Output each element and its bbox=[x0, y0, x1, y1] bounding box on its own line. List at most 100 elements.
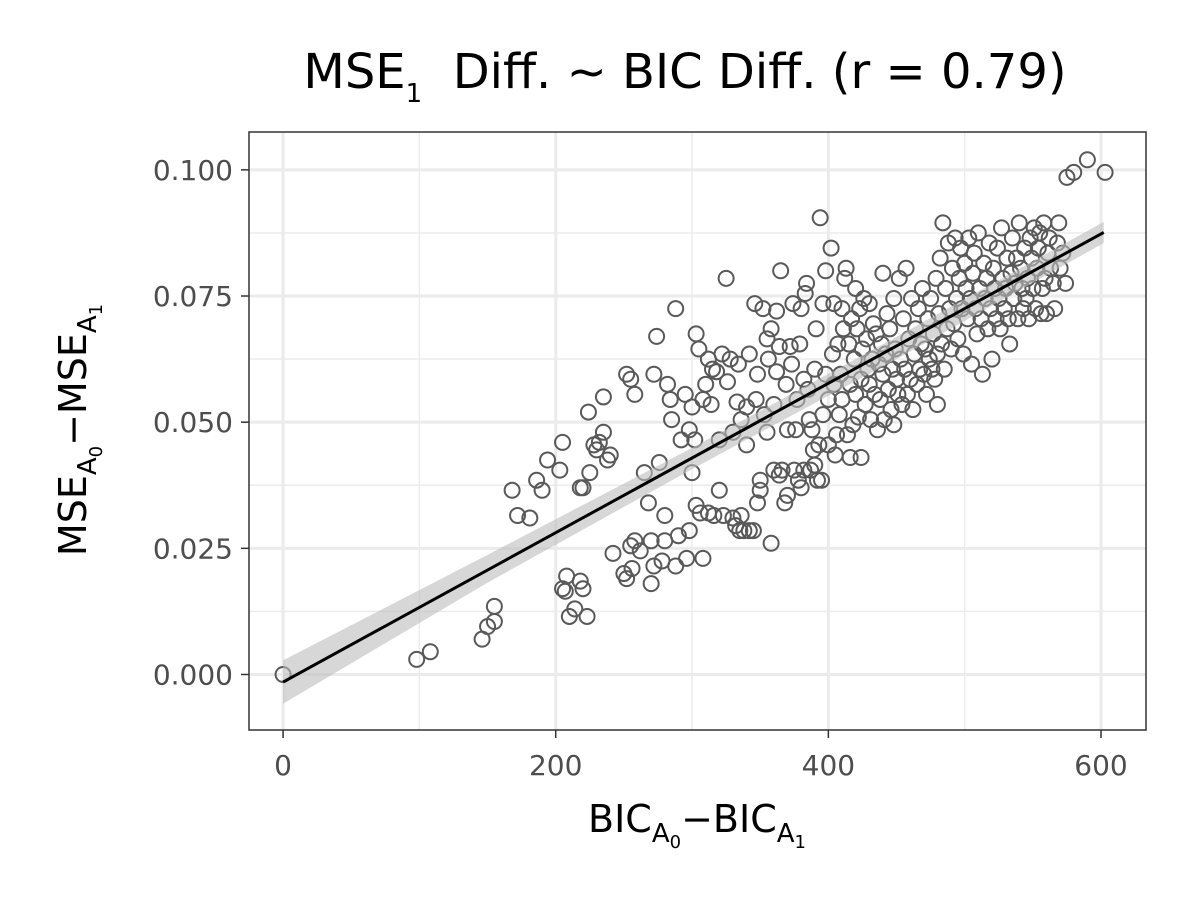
data-point bbox=[789, 471, 807, 489]
data-point bbox=[661, 390, 679, 408]
data-point bbox=[656, 507, 674, 525]
confidence-band bbox=[283, 221, 1104, 704]
data-point bbox=[1031, 224, 1049, 242]
data-point bbox=[642, 532, 660, 550]
data-point bbox=[992, 219, 1010, 237]
data-point bbox=[934, 214, 952, 232]
data-point bbox=[777, 375, 795, 393]
data-point bbox=[915, 365, 933, 383]
data-point bbox=[747, 390, 765, 408]
data-point bbox=[626, 532, 644, 550]
data-point bbox=[631, 542, 649, 560]
data-point bbox=[1014, 300, 1032, 318]
data-point bbox=[946, 229, 964, 247]
data-point bbox=[904, 401, 922, 419]
data-point bbox=[694, 549, 712, 567]
data-point bbox=[746, 295, 764, 313]
data-point bbox=[837, 259, 855, 277]
data-point bbox=[717, 269, 735, 287]
data-point bbox=[485, 597, 503, 615]
data-point bbox=[893, 396, 911, 414]
data-point bbox=[911, 360, 929, 378]
data-point bbox=[885, 416, 903, 434]
data-point bbox=[860, 295, 878, 313]
data-point bbox=[778, 486, 796, 504]
data-point bbox=[926, 370, 944, 388]
data-point bbox=[765, 461, 783, 479]
data-point bbox=[909, 300, 927, 318]
x-tick-label: 0 bbox=[274, 749, 292, 782]
data-point bbox=[1065, 163, 1083, 181]
data-point bbox=[724, 509, 742, 527]
x-tick-label: 400 bbox=[802, 749, 855, 782]
data-point bbox=[792, 479, 810, 497]
data-point bbox=[965, 244, 983, 262]
data-point bbox=[864, 315, 882, 333]
data-point bbox=[811, 209, 829, 227]
x-axis-title: BICA0−BICA1 bbox=[588, 797, 806, 853]
data-point bbox=[803, 421, 821, 439]
data-point bbox=[935, 360, 953, 378]
x-tick-label: 600 bbox=[1074, 749, 1127, 782]
data-point bbox=[645, 365, 663, 383]
data-point bbox=[680, 421, 698, 439]
data-point bbox=[829, 335, 847, 353]
data-point bbox=[590, 433, 608, 451]
data-point bbox=[933, 335, 951, 353]
data-point bbox=[851, 300, 869, 318]
y-tick-label: 0.075 bbox=[153, 280, 233, 313]
data-point bbox=[785, 461, 803, 479]
data-point bbox=[784, 295, 802, 313]
data-point bbox=[995, 300, 1013, 318]
data-point bbox=[825, 295, 843, 313]
data-point bbox=[751, 471, 769, 489]
data-point bbox=[796, 284, 814, 302]
data-point bbox=[713, 345, 731, 363]
data-point bbox=[729, 355, 747, 373]
data-point bbox=[894, 310, 912, 328]
data-point bbox=[594, 423, 612, 441]
data-point bbox=[648, 327, 666, 345]
data-point bbox=[702, 396, 720, 414]
data-point bbox=[594, 388, 612, 406]
data-point bbox=[1009, 310, 1027, 328]
data-point bbox=[676, 385, 694, 403]
data-point bbox=[1046, 300, 1064, 318]
data-point bbox=[1057, 274, 1075, 292]
y-tick-label: 0.100 bbox=[153, 154, 233, 187]
chart-title: MSE1 Diff. ~ BIC Diff. (r = 0.79) bbox=[303, 44, 1066, 109]
data-point bbox=[963, 355, 981, 373]
data-point bbox=[601, 446, 619, 464]
data-point bbox=[922, 290, 940, 308]
y-tick-label: 0.050 bbox=[153, 406, 233, 439]
data-point bbox=[1010, 214, 1028, 232]
data-point bbox=[748, 494, 766, 512]
data-point bbox=[814, 295, 832, 313]
data-point bbox=[551, 461, 569, 479]
data-point bbox=[791, 335, 809, 353]
data-point bbox=[987, 310, 1005, 328]
data-point bbox=[848, 320, 866, 338]
data-point bbox=[923, 360, 941, 378]
data-point bbox=[792, 300, 810, 318]
data-point bbox=[751, 481, 769, 499]
data-point bbox=[509, 507, 527, 525]
data-point bbox=[1033, 279, 1051, 297]
data-point bbox=[710, 481, 728, 499]
data-point bbox=[1021, 229, 1039, 247]
y-tick-label: 0.025 bbox=[153, 532, 233, 565]
data-point bbox=[984, 259, 1002, 277]
data-point bbox=[697, 375, 715, 393]
data-point bbox=[808, 471, 826, 489]
data-point bbox=[999, 310, 1017, 328]
data-point bbox=[969, 224, 987, 242]
data-point bbox=[983, 350, 1001, 368]
data-point bbox=[795, 370, 813, 388]
y-tick-label: 0.000 bbox=[153, 658, 233, 691]
data-point bbox=[762, 534, 780, 552]
data-point bbox=[528, 471, 546, 489]
data-point bbox=[735, 522, 753, 540]
data-point bbox=[856, 396, 874, 414]
data-point bbox=[956, 254, 974, 272]
